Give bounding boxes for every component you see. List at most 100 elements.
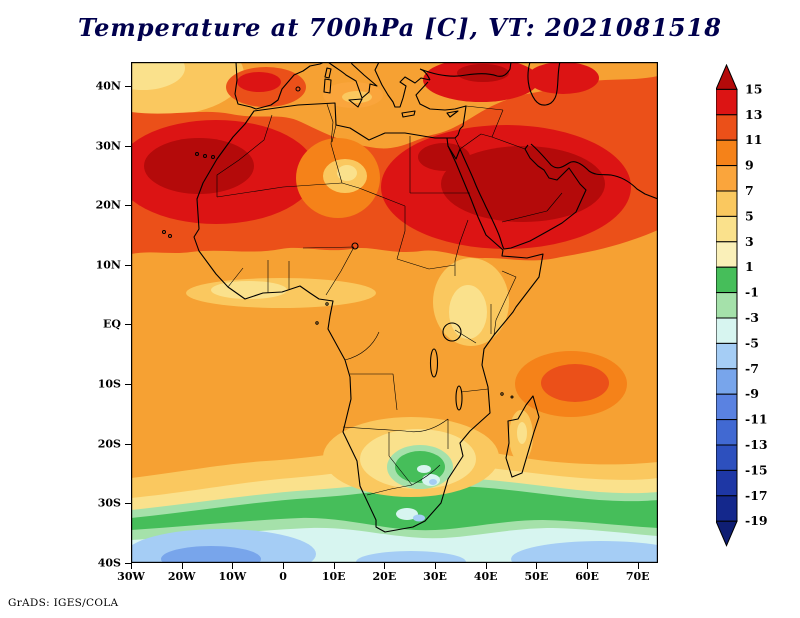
colorbar-band [715, 292, 738, 319]
temperature-map-svg [131, 62, 658, 563]
country-borders [216, 103, 563, 496]
cyprus-island [446, 110, 459, 118]
colorbar-band [715, 444, 738, 471]
x-axis-tick [435, 563, 437, 569]
lake-victoria [442, 322, 462, 342]
y-axis-tick-label: EQ [103, 317, 121, 331]
y-axis-tick [125, 145, 131, 147]
y-axis-tick [125, 503, 131, 505]
colorbar-svg: 15 13 11 9 7 5 3 1 -1 -3 -5 -7 -9 -11 -13 -15 -17 -19 [715, 63, 768, 547]
small-islands [162, 86, 514, 399]
colorbar-level-label: -11 [745, 412, 768, 427]
x-axis-tick [333, 563, 335, 569]
y-axis-tick [125, 205, 131, 207]
colorbar-band [715, 215, 738, 243]
lake-tanganyika [429, 348, 439, 378]
x-axis-tick-label: 10W [218, 570, 247, 583]
africa-coastline [193, 102, 544, 533]
colorbar-level-label: -19 [745, 513, 768, 528]
colorbar-band [715, 368, 738, 395]
plot-title: Temperature at 700hPa [C], VT: 202108151… [77, 13, 723, 42]
colorbar-band [715, 393, 738, 421]
x-axis-tick [384, 563, 386, 569]
colorbar-band [715, 165, 738, 192]
colorbar-arrow-top [715, 63, 738, 90]
colorbar-band [715, 495, 738, 522]
y-axis-tick-label: 20N [95, 198, 121, 212]
colorbar-band [715, 139, 738, 167]
y-axis-tick-label: 40S [97, 556, 121, 570]
colorbar-level-label: -5 [745, 335, 759, 350]
lake-malawi [455, 385, 463, 411]
y-axis-tick-label: 10N [95, 258, 121, 272]
colorbar-level-label: 7 [745, 183, 754, 198]
x-axis-tick [232, 563, 234, 569]
y-axis-labels: 40N 30N 20N 10N EQ 10S 20S 30S 40S [84, 62, 126, 569]
x-axis-tick-label: 20W [167, 570, 196, 583]
crete-island [401, 110, 416, 118]
y-axis-tick [125, 85, 131, 87]
x-axis-tick [131, 563, 132, 569]
y-axis-tick [125, 384, 131, 386]
x-axis-tick [637, 563, 639, 569]
colorbar-band [715, 114, 738, 141]
colorbar-level-label: 13 [745, 107, 762, 122]
sinai-coastline [447, 145, 461, 160]
colorbar-band [715, 469, 738, 497]
colorbar-level-label: -1 [745, 285, 759, 300]
lake-chad [351, 242, 359, 250]
iberia-coastline [234, 62, 326, 110]
x-axis-tick [587, 563, 589, 569]
temperature-shading [131, 62, 658, 563]
arabia-coastline [459, 144, 587, 250]
colorbar-level-label: -17 [745, 488, 768, 503]
x-axis-tick-label: 20E [372, 570, 397, 583]
colorbar-level-label: 3 [745, 234, 754, 249]
colorbar-band [715, 342, 738, 370]
x-axis-tick [485, 563, 487, 569]
iran-pakistan-coastline [530, 143, 658, 200]
black-sea-coastline [419, 62, 512, 81]
coastlines [162, 62, 658, 533]
colorbar-level-label: -15 [745, 462, 768, 477]
colorbar-level-label: -13 [745, 437, 768, 452]
colorbar-level-label: 15 [745, 81, 762, 96]
colorbar-band [715, 317, 738, 344]
colorbar-arrow-bottom [715, 520, 738, 547]
colorbar-level-label: 11 [745, 132, 762, 147]
caspian-sea-coastline [527, 62, 561, 106]
sicily-island [348, 98, 363, 108]
sardinia-island [323, 78, 332, 94]
colorbar-level-label: 9 [745, 158, 754, 173]
colorbar-band [715, 266, 738, 294]
x-axis-tick-label: 0 [279, 570, 287, 583]
x-axis-tick-label: 50E [524, 570, 549, 583]
colorbar-band [715, 241, 738, 268]
x-axis-tick-label: 60E [575, 570, 599, 583]
balkans-greece-coastline [374, 62, 431, 108]
x-axis-tick [181, 563, 183, 569]
colorbar-level-label: -3 [745, 310, 759, 325]
x-axis-tick-label: 30W [117, 570, 145, 583]
y-axis-tick [125, 443, 131, 445]
x-axis-tick-label: 10E [321, 570, 346, 583]
colorbar-level-label: 5 [745, 208, 754, 223]
colorbar-band [715, 190, 738, 217]
x-axis-labels: 30W 20W 10W 0 10E 20E 30E 40E 50E 60E 70E [117, 570, 658, 586]
plot-frame [131, 62, 658, 563]
y-axis-tick [125, 563, 131, 564]
y-axis-tick-label: 30S [97, 496, 121, 510]
colorbar-level-label: -7 [745, 361, 759, 376]
x-axis-tick-label: 30E [423, 570, 447, 583]
x-axis-tick [536, 563, 538, 569]
map-plot [125, 62, 658, 569]
colorbar-band [715, 88, 738, 116]
madagascar-coastline [505, 395, 540, 478]
corsica-island [324, 67, 332, 79]
y-axis-tick-label: 40N [95, 79, 121, 93]
y-axis-tick-label: 30N [95, 139, 121, 152]
grads-credit: GrADS: IGES/COLA [8, 597, 119, 609]
y-axis-tick-label: 20S [97, 437, 121, 451]
y-axis-tick [125, 324, 131, 326]
